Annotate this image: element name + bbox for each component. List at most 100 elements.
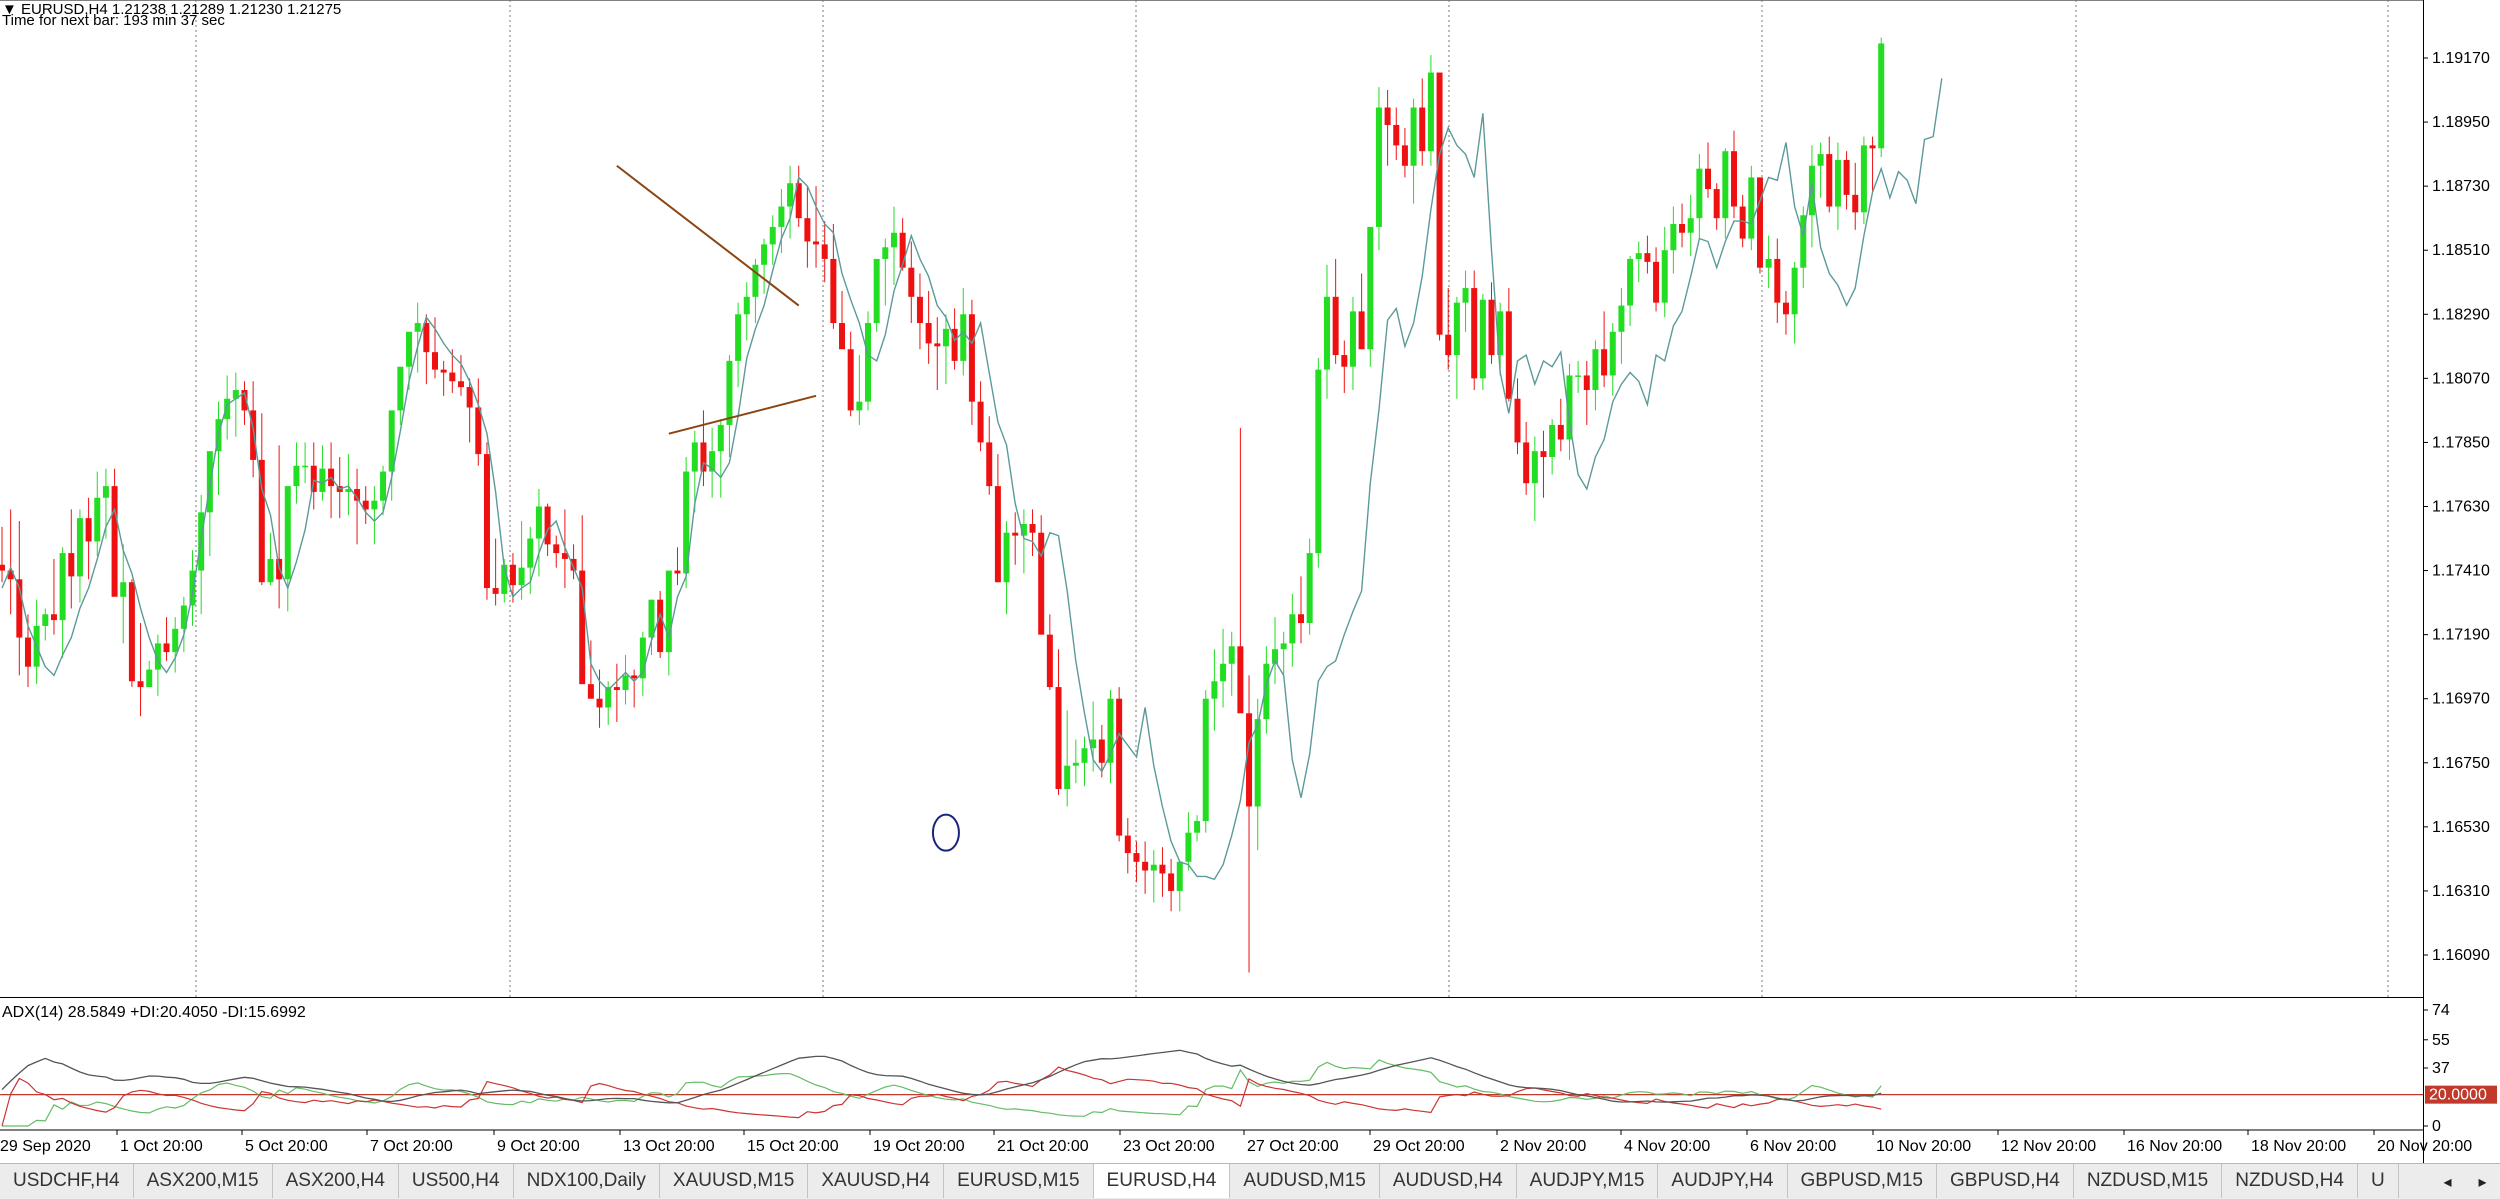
bear-candle: [440, 369, 447, 373]
bull-candle: [1661, 250, 1668, 303]
chart-tab[interactable]: NZDUSD,H4: [2222, 1164, 2358, 1198]
date-label: 1 Oct 20:00: [120, 1138, 203, 1155]
bull-candle: [527, 538, 534, 568]
bear-candle: [1713, 189, 1720, 219]
chart-tab[interactable]: ASX200,H4: [273, 1164, 399, 1198]
date-label: 23 Oct 20:00: [1123, 1138, 1215, 1155]
price-label: 1.17410: [2432, 563, 2490, 580]
price-label: 1.18070: [2432, 370, 2490, 387]
bull-candle: [224, 398, 231, 420]
bear-candle: [1159, 864, 1166, 874]
bull-candle: [622, 675, 629, 690]
bull-candle: [1427, 72, 1434, 152]
bear-candle: [1653, 261, 1660, 303]
bull-candle: [1765, 258, 1772, 268]
chart-tab[interactable]: EURUSD,H4: [1093, 1164, 1231, 1198]
bear-candle: [1038, 532, 1045, 635]
bear-candle: [483, 454, 490, 589]
chart-tab[interactable]: USDCHF,H4: [0, 1164, 134, 1198]
bull-candle: [1618, 305, 1625, 332]
bear-candle: [1168, 873, 1175, 891]
indicator-scale-label: 74: [2432, 1002, 2450, 1019]
adx-line: [1, 1049, 1882, 1104]
bull-candle: [120, 582, 127, 597]
bear-candle: [968, 314, 975, 402]
bull-candle: [665, 570, 672, 653]
bull-candle: [691, 442, 698, 472]
bear-candle: [16, 579, 23, 638]
price-label: 1.16310: [2432, 883, 2490, 900]
bull-candle: [1072, 762, 1079, 766]
chart-tab[interactable]: NZDUSD,M15: [2074, 1164, 2223, 1198]
bull-candle: [146, 669, 153, 688]
bull-candle: [1609, 331, 1616, 376]
bull-candle: [1211, 681, 1218, 699]
bull-candle: [856, 401, 863, 411]
bull-candle: [717, 424, 724, 452]
bear-candle: [986, 442, 993, 487]
chart-tab[interactable]: XAUUSD,H4: [808, 1164, 945, 1198]
bull-candle: [735, 314, 742, 361]
tab-prev-arrow-icon[interactable]: ◂: [2443, 1173, 2452, 1191]
bear-candle: [561, 553, 568, 559]
date-label: 15 Oct 20:00: [747, 1138, 839, 1155]
bear-candle: [804, 218, 811, 242]
bear-candle: [1436, 72, 1443, 335]
bear-candle: [977, 401, 984, 443]
adx-indicator-panel[interactable]: ADX(14) 28.5849 +DI:20.4050 -DI:15.6992 7…: [0, 998, 2500, 1163]
price-label: 1.19170: [2432, 50, 2490, 67]
price-chart[interactable]: 1.19170 1.18950 1.18730 1.18510 1.18290 1.180…: [0, 0, 2500, 998]
bull-candle: [1834, 159, 1841, 207]
bull-candle: [172, 628, 179, 653]
minus-di-line: [1, 1066, 1882, 1127]
bull-candle: [1289, 614, 1296, 644]
bull-candle: [345, 489, 352, 492]
date-label: 18 Nov 20:00: [2251, 1138, 2346, 1155]
bull-candle: [1722, 151, 1729, 219]
price-label: 1.17850: [2432, 434, 2490, 451]
chart-tab[interactable]: AUDUSD,H4: [1380, 1164, 1517, 1198]
bull-candle: [59, 553, 66, 621]
chart-tab[interactable]: NDX100,Daily: [514, 1164, 660, 1198]
bear-candle: [631, 675, 638, 679]
chart-tab[interactable]: AUDUSD,M15: [1230, 1164, 1380, 1198]
plus-di-line: [2, 1059, 1882, 1127]
bear-candle: [111, 486, 118, 597]
bull-candle: [1176, 861, 1183, 891]
bull-candle: [501, 564, 508, 594]
bull-candle: [284, 486, 291, 580]
bear-candle: [1705, 168, 1712, 190]
chart-tab[interactable]: XAUUSD,M15: [660, 1164, 809, 1198]
bull-candle: [1592, 349, 1599, 391]
tab-next-arrow-icon[interactable]: ▸: [2478, 1173, 2487, 1191]
bull-candle: [960, 314, 967, 361]
bear-candle: [1557, 424, 1564, 440]
bear-candle: [899, 232, 906, 268]
bull-candle: [1280, 643, 1287, 650]
bull-candle: [1531, 451, 1538, 484]
chart-tab[interactable]: AUDJPY,M15: [1517, 1164, 1659, 1198]
chart-tab[interactable]: US500,H4: [399, 1164, 514, 1198]
bull-candle: [267, 558, 274, 583]
chart-tab[interactable]: GBPUSD,H4: [1937, 1164, 2074, 1198]
chart-tab[interactable]: EURUSD,M15: [944, 1164, 1094, 1198]
indicator-label: ADX(14) 28.5849 +DI:20.4050 -DI:15.6992: [2, 1004, 306, 1021]
chart-tab[interactable]: GBPUSD,M15: [1788, 1164, 1937, 1198]
bear-candle: [457, 381, 464, 388]
bull-candle: [189, 570, 196, 606]
bull-candle: [1375, 107, 1382, 227]
price-label: 1.16090: [2432, 947, 2490, 964]
bull-candle: [873, 258, 880, 324]
bear-candle: [1774, 258, 1781, 303]
chart-tab[interactable]: ASX200,M15: [134, 1164, 273, 1198]
bull-candle: [1202, 698, 1209, 822]
bear-candle: [241, 390, 248, 411]
chart-tab[interactable]: U: [2358, 1164, 2399, 1198]
date-label: 21 Oct 20:00: [997, 1138, 1089, 1155]
price-label: 1.16530: [2432, 819, 2490, 836]
bull-candle: [1748, 177, 1755, 239]
bull-candle: [1808, 165, 1815, 216]
chart-tab[interactable]: AUDJPY,H4: [1658, 1164, 1788, 1198]
date-label: 29 Sep 2020: [0, 1138, 91, 1155]
date-label: 16 Nov 20:00: [2127, 1138, 2222, 1155]
